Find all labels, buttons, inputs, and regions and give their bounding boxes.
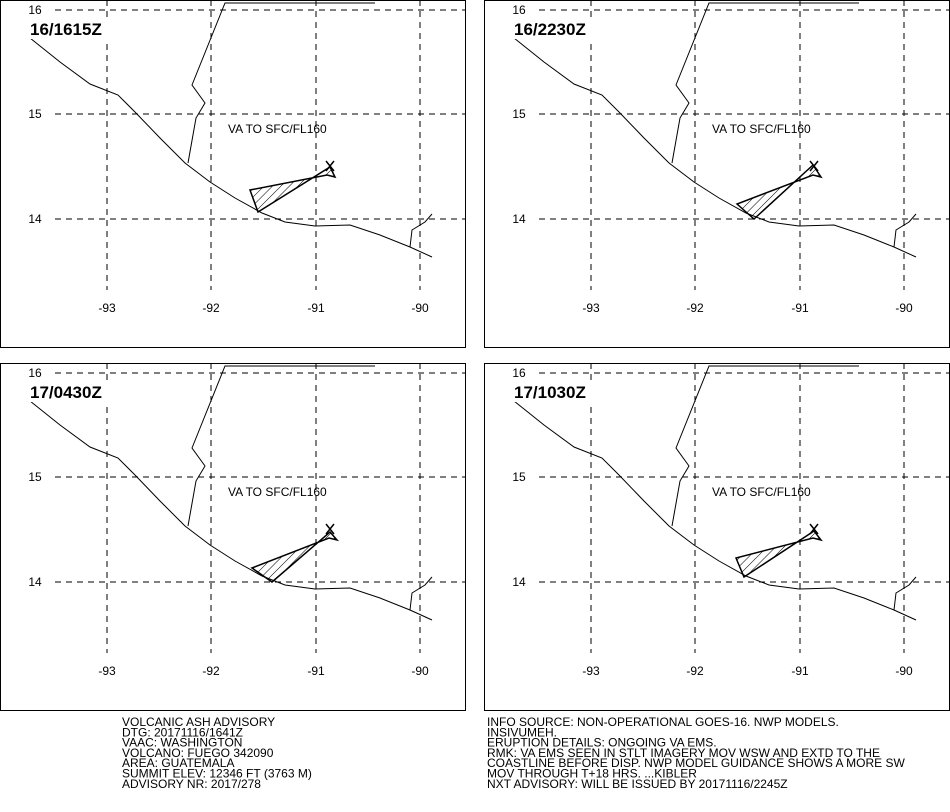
border: [893, 576, 917, 611]
coastline: [29, 400, 433, 621]
lon-label: -93: [98, 301, 116, 315]
volcano-marker: [325, 160, 335, 172]
lat-label: 15: [28, 107, 42, 121]
label-bg: [28, 380, 108, 402]
lat-label: 14: [28, 575, 42, 589]
map-panel: -93 -92 -91 -90 16 15 14 16/2230Z VA TO SFC/FL16…: [484, 0, 950, 348]
map-panel: -93 -92 -91 -90 16 15 14 17/0430Z VA TO SFC/FL16…: [0, 363, 466, 711]
lon-label: -93: [582, 301, 600, 315]
label-bg: [512, 380, 592, 402]
border: [671, 365, 859, 527]
ash-area: [248, 165, 337, 214]
va-label: VA TO SFC/FL160: [228, 485, 327, 499]
advisory-line: VOLCANIC ASH ADVISORY: [122, 715, 275, 729]
advisory-line: MOV THROUGH T+18 HRS. ...KIBLER: [487, 767, 697, 781]
advisory-line: VAAC: WASHINGTON: [122, 736, 242, 750]
ash-area: [250, 530, 340, 583]
lat-label: 16: [512, 3, 526, 17]
lat-label: 14: [512, 212, 526, 226]
advisory-line: INSIVUMEH.: [487, 725, 557, 739]
lon-label: -93: [98, 664, 116, 678]
map-panel: -93 -92 -91 -90 16 15 14 16/1615Z VA TO SFC/FL16…: [0, 0, 466, 348]
border: [187, 365, 375, 527]
volcano-marker: [809, 523, 819, 535]
valid-time: 16/1615Z: [30, 20, 102, 39]
valid-time: 17/0430Z: [30, 383, 102, 402]
advisory-line: RMK: VA EMS SEEN IN STLT IMAGERY MOV WSW…: [487, 746, 880, 760]
lat-label: 14: [512, 575, 526, 589]
coastline: [513, 37, 917, 258]
lon-label: -92: [686, 664, 704, 678]
border: [671, 2, 859, 164]
lat-label: 15: [28, 470, 42, 484]
lat-label: 15: [512, 470, 526, 484]
coastline: [513, 400, 917, 621]
ash-area: [734, 529, 823, 579]
lon-label: -92: [202, 301, 220, 315]
va-label: VA TO SFC/FL160: [228, 122, 327, 136]
border: [409, 576, 433, 611]
valid-time: 16/2230Z: [514, 20, 586, 39]
label-bg: [512, 17, 592, 39]
lat-label: 16: [28, 366, 42, 380]
volcano-marker: [325, 523, 335, 535]
lon-label: -92: [686, 301, 704, 315]
lon-label: -91: [307, 301, 325, 315]
lon-label: -90: [411, 664, 429, 678]
lat-label: 16: [28, 3, 42, 17]
advisory-line: SUMMIT ELEV: 12346 FT (3763 M): [122, 767, 312, 781]
advisory-line: ERUPTION DETAILS: ONGOING VA EMS.: [487, 736, 717, 750]
lat-label: 15: [512, 107, 526, 121]
panel-frame: [0, 0, 466, 348]
lon-label: -90: [895, 664, 913, 678]
advisory-line: INFO SOURCE: NON-OPERATIONAL GOES-16. NW…: [487, 715, 839, 729]
lon-label: -91: [307, 664, 325, 678]
lat-label: 16: [512, 366, 526, 380]
advisory-line: NXT ADVISORY: WILL BE ISSUED BY 20171116…: [487, 777, 788, 791]
border: [409, 213, 433, 248]
ash-area: [735, 163, 823, 221]
advisory-line: DTG: 20171116/1641Z: [122, 725, 243, 739]
volcano-marker: [809, 160, 819, 172]
border: [893, 213, 917, 248]
lon-label: -90: [411, 301, 429, 315]
advisory-line: VOLCANO: FUEGO 342090: [122, 746, 274, 760]
lon-label: -92: [202, 664, 220, 678]
advisory-line: AREA: GUATEMALA: [122, 756, 234, 770]
advisory-line: ADVISORY NR: 2017/278: [122, 777, 261, 791]
valid-time: 17/1030Z: [514, 383, 586, 402]
va-label: VA TO SFC/FL160: [712, 485, 811, 499]
va-label: VA TO SFC/FL160: [712, 122, 811, 136]
coastline: [29, 37, 433, 258]
advisory-line: COASTLINE BEFORE DISP. NWP MODEL GUIDANC…: [487, 756, 906, 770]
label-bg: [28, 17, 108, 39]
border: [187, 2, 375, 164]
lat-label: 14: [28, 212, 42, 226]
lon-label: -90: [895, 301, 913, 315]
lon-label: -93: [582, 664, 600, 678]
panel-frame: [0, 363, 466, 711]
lon-label: -91: [791, 301, 809, 315]
lon-label: -91: [791, 664, 809, 678]
